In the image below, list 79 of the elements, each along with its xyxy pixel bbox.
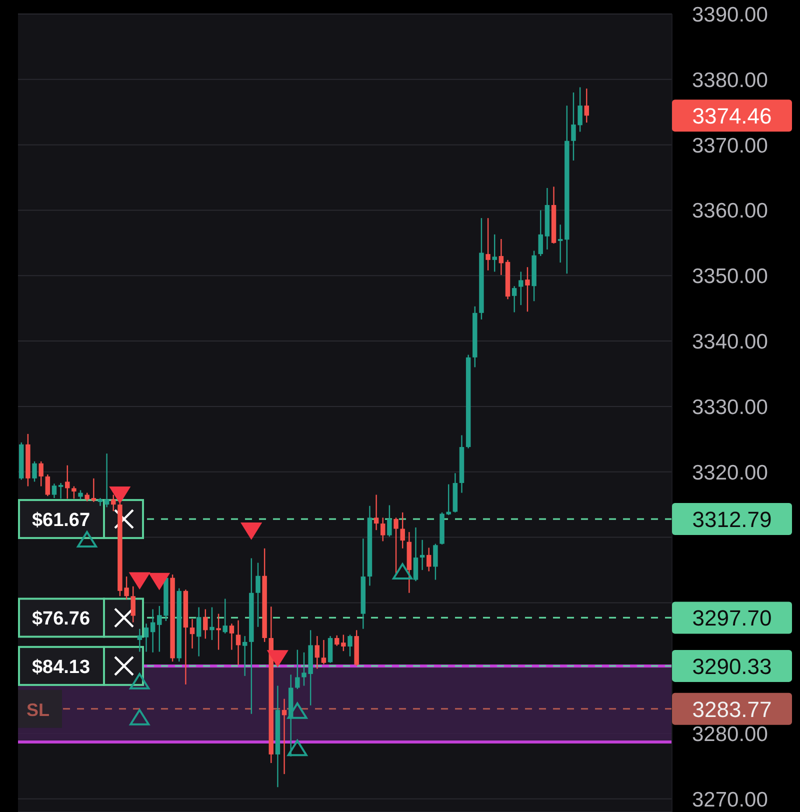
- candlestick: [196, 606, 202, 657]
- candlestick: [72, 486, 76, 500]
- candlestick: [229, 623, 234, 650]
- ref-line-label: 3290.33: [692, 654, 772, 679]
- candlestick: [65, 464, 70, 500]
- point: [287, 702, 308, 719]
- candlestick: [203, 608, 208, 640]
- y-tick-label: 3330.00: [692, 396, 768, 419]
- point: [287, 740, 308, 756]
- candlestick: [433, 543, 438, 580]
- y-tick-label: 3350.00: [692, 265, 768, 288]
- candlestick: [486, 217, 490, 272]
- y-tick-label: 3370.00: [692, 134, 768, 158]
- candlestick: [32, 460, 37, 482]
- candlestick: [38, 460, 44, 487]
- candlestick: [104, 452, 110, 508]
- candlestick: [222, 598, 228, 634]
- y-tick-label: 3320.00: [692, 461, 768, 484]
- candlestick: [314, 635, 320, 670]
- candlestick: [512, 286, 517, 313]
- candlestick: [256, 562, 260, 628]
- ref-line-label: 3312.79: [692, 507, 772, 532]
- candlestick: [334, 634, 340, 646]
- candlestick: [282, 698, 287, 775]
- candlestick: [150, 608, 156, 653]
- point: [130, 708, 150, 726]
- candlestick: [498, 238, 504, 276]
- candlestick: [558, 224, 563, 264]
- candlestick: [242, 635, 248, 677]
- candlestick: [348, 634, 352, 657]
- candlestick: [210, 606, 214, 641]
- candlestick: [525, 266, 530, 312]
- candlestick: [236, 620, 241, 666]
- candlestick: [91, 478, 96, 503]
- candlestick: [52, 483, 57, 499]
- candlestick: [216, 613, 221, 650]
- candlestick: [584, 88, 589, 124]
- point: [149, 572, 170, 590]
- candlestick: [426, 547, 432, 572]
- annotation: $61.67: [32, 510, 90, 532]
- y-tick-label: 3390.00: [692, 3, 768, 26]
- candlestick: [400, 512, 405, 549]
- candlestick: [380, 517, 386, 542]
- y-tick-label: 3340.00: [692, 330, 768, 354]
- point: [241, 522, 262, 539]
- candlestick: [137, 628, 142, 652]
- candlestick: [374, 494, 379, 531]
- candlestick: [492, 234, 497, 272]
- point: [130, 672, 150, 690]
- text: 3374.46: [692, 104, 772, 129]
- annotation: $76.76: [32, 608, 90, 630]
- point: [110, 486, 130, 503]
- point: [268, 650, 288, 666]
- candlestick: [394, 517, 398, 576]
- candlestick: [387, 504, 392, 538]
- annotation: $84.13: [32, 656, 90, 678]
- y-tick-label: 3360.00: [692, 200, 768, 223]
- candlestick: [45, 474, 50, 497]
- y-tick-label: 3280.00: [692, 722, 768, 746]
- candlestick: [341, 634, 346, 652]
- ref-line-label: 3297.70: [692, 606, 772, 631]
- candlestick: [518, 271, 524, 306]
- candlestick: [538, 210, 543, 257]
- candlestick: [420, 539, 425, 571]
- candlestick: [78, 490, 83, 500]
- point: [392, 563, 413, 580]
- candlestick: [130, 586, 136, 623]
- candlestick: [111, 494, 116, 512]
- candlestick: [58, 482, 64, 500]
- ref-line-label: 3283.77: [692, 696, 772, 722]
- y-tick-label: 3380.00: [692, 68, 768, 92]
- point: [130, 572, 150, 589]
- candlestick: [321, 639, 326, 665]
- y-tick-label: 3270.00: [692, 788, 768, 812]
- point: [77, 531, 98, 548]
- candlestick: [190, 618, 195, 650]
- candlestick: [144, 623, 149, 652]
- annotation: SL: [26, 700, 50, 720]
- candlestick: [295, 649, 300, 690]
